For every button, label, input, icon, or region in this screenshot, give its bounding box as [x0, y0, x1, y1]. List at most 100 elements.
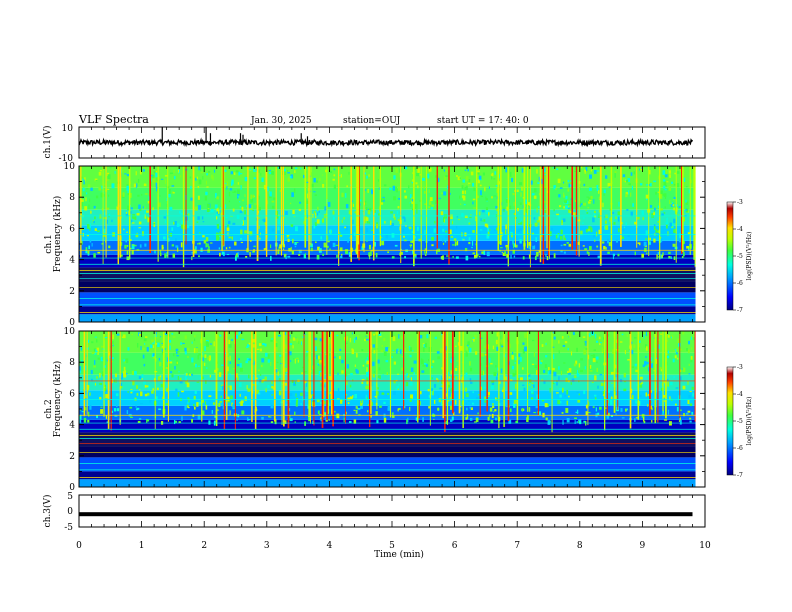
ch2-spectrogram-speckle	[444, 346, 448, 351]
ch1-spectrogram-speckle	[152, 207, 154, 211]
ch2-spectrogram-speckle	[293, 381, 296, 386]
ch1-spectrogram-speckle	[648, 170, 651, 175]
ch2-spectrogram-speckle	[492, 345, 495, 350]
ch2-spectrogram-speckle	[592, 406, 595, 409]
ch1-spectrogram-speckle	[264, 220, 266, 225]
ch1-spectrogram-speckle	[313, 177, 316, 183]
ch2-spectrogram-speckle	[121, 336, 124, 339]
ch2-spectrogram-speckle	[366, 371, 369, 377]
ch1-spectrogram-speckle	[126, 173, 130, 177]
ch2-spectrogram-speckle	[392, 349, 395, 351]
ch2-spectrogram-speckle	[679, 419, 682, 425]
ch1-spectrogram-speckle	[316, 212, 319, 216]
ch2-spectrogram-speckle	[441, 379, 443, 384]
ch1-spectrogram-speckle	[257, 231, 261, 237]
ch2-spectrogram-speckle	[385, 360, 389, 363]
ch2-spectrogram-speckle	[419, 334, 423, 339]
ch1-spectrogram-speckle	[617, 253, 620, 257]
ch1-spectrogram-speckle	[560, 229, 563, 235]
ch2-spectrogram-speckle	[186, 347, 190, 352]
ch2-spectrogram-speckle	[450, 358, 453, 363]
ch2-spectrogram-speckle	[310, 370, 312, 373]
ch2-spectrogram-speckle	[524, 346, 527, 352]
ch2-spectrogram-speckle	[491, 381, 495, 385]
ch2-spectrogram-speckle	[424, 362, 427, 365]
ch2-spectrogram-speckle	[616, 339, 619, 343]
ch2-spectrogram-speckle	[349, 384, 352, 388]
ch2-spectrogram-speckle	[688, 363, 690, 366]
ch2-spectrogram-speckle	[109, 351, 111, 356]
ch1-spectrogram-speckle	[464, 247, 468, 252]
ch1-spectrogram-speckle	[578, 204, 581, 207]
ch1-spectrogram-speckle	[448, 192, 451, 195]
ch1-spectrogram-speckle	[640, 167, 643, 169]
ch1-spectrogram-speckle	[238, 171, 241, 176]
ch2-spectrogram-speckle	[285, 404, 288, 406]
ch1-spectrogram-speckle	[688, 246, 690, 251]
ch2-spectrogram-speckle	[365, 359, 367, 363]
ch1-spectrogram-speckle	[147, 200, 151, 204]
ch1-spectrogram-speckle	[687, 232, 691, 235]
ch1-spectrogram-speckle	[222, 253, 225, 257]
ch2-spectrogram-speckle	[598, 336, 601, 340]
ch2-spectrogram-speckle	[365, 338, 369, 341]
ch2-spectrogram-speckle	[675, 403, 677, 406]
ch1-spectrogram-speckle	[487, 227, 490, 232]
ch2-spectrogram-speckle	[192, 414, 195, 417]
ch1-spectrogram-speckle	[410, 240, 413, 243]
ch1-spectrogram-speckle	[536, 251, 539, 257]
ch1-spectrogram-speckle	[472, 252, 476, 255]
ch1-spectrogram-speckle	[173, 169, 175, 174]
ch1-spectrogram-speckle	[161, 244, 164, 250]
ch1-spectrogram-speckle	[205, 243, 208, 248]
ch2-spectrogram-speckle	[119, 386, 123, 389]
ch1-spectrogram-speckle	[321, 218, 325, 223]
ch2-spectrogram-speckle	[602, 342, 604, 347]
ch2-spectrogram-speckle	[149, 399, 152, 403]
ch2-spectrogram-speckle	[578, 380, 580, 383]
ch1-spectrogram-speckle	[630, 192, 632, 197]
ch1-spectrogram-speckle	[596, 185, 599, 189]
ch1-spectrogram-speckle	[459, 177, 461, 180]
ch2-spectrogram-speckle	[660, 369, 662, 372]
ch1-spectrogram-speckle	[580, 203, 583, 206]
ch1-spectrogram-speckle	[609, 226, 611, 228]
ch2-spectrogram-speckle	[635, 369, 639, 373]
ch1-spectrogram-speckle	[81, 228, 85, 231]
ch1-spectrogram-speckle	[237, 196, 239, 199]
ch2-spectrogram-speckle	[307, 404, 309, 409]
ch1-spectrogram-speckle	[549, 231, 552, 237]
ch1-spectrogram-speckle	[495, 227, 499, 231]
ch1-spectrogram-speckle	[472, 198, 476, 201]
ch2-spectrogram-speckle	[495, 397, 497, 401]
ch1-spectrogram-speckle	[198, 255, 200, 258]
ch2-spectrogram-speckle	[351, 349, 355, 355]
ch1-spectrogram-speckle	[227, 224, 229, 228]
ch1-spectrogram-speckle	[589, 174, 592, 179]
ch1-spectrogram-speckle	[561, 223, 563, 225]
ch1-spectrogram-speckle	[253, 245, 256, 248]
ch2-spectrogram-speckle	[170, 371, 173, 374]
ch1-spectrogram-speckle	[528, 245, 531, 250]
ch1-spectrogram-speckle	[455, 225, 458, 229]
ch1-spectrogram-speckle	[434, 200, 436, 204]
ch1-spectrogram-speckle	[197, 185, 200, 189]
ch1-spectrogram-speckle	[290, 174, 294, 179]
ch2-spectrogram-speckle	[346, 401, 348, 406]
ch1-spectrogram-speckle	[378, 213, 381, 216]
ch2-spectrogram-speckle	[610, 415, 614, 417]
ch1-spectrogram-speckle	[122, 192, 125, 197]
ch1-spectrogram-speckle	[445, 175, 448, 177]
ch1-spectrogram-band	[79, 254, 696, 268]
ch1-spectrogram-speckle	[642, 216, 644, 221]
ch2-spectrogram-speckle	[428, 358, 430, 362]
ch2-spectrogram-speckle	[447, 381, 450, 385]
ch1-spectrogram-speckle	[668, 168, 672, 171]
ch1-spectrogram-speckle	[664, 174, 668, 178]
ch2-spectrogram-speckle	[168, 333, 171, 337]
ch1-spectrogram-speckle	[580, 166, 583, 169]
ch2-spectrogram-speckle	[555, 392, 559, 394]
ch1-spectrogram-speckle	[311, 183, 314, 188]
ch2-spectrogram-speckle	[606, 414, 610, 419]
ch2-spectrogram-speckle	[280, 362, 283, 365]
